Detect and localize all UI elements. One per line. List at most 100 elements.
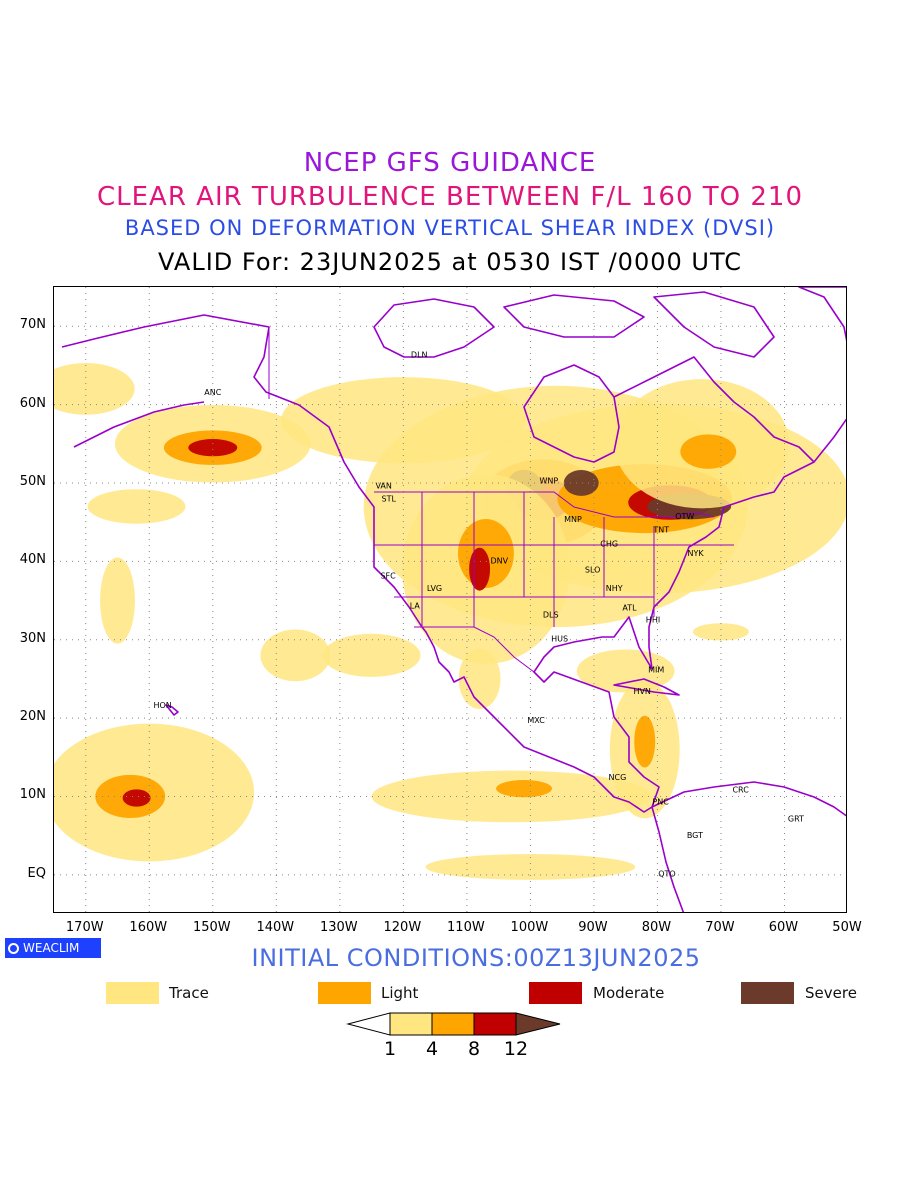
station-label-nyk: NYK	[687, 549, 704, 558]
legend-label-trace: Trace	[169, 984, 209, 1002]
station-label-dls: DLS	[543, 611, 559, 620]
greenland-coast	[798, 287, 846, 342]
north-america-coast	[61, 314, 846, 813]
lat-tick-label: 40N	[19, 552, 46, 568]
station-label-atl: ATL	[622, 604, 637, 613]
turbulence-trace-area	[87, 489, 186, 524]
graticule-grid	[54, 287, 846, 912]
turbulence-layer	[54, 363, 846, 880]
station-label-bgt: BGT	[687, 831, 703, 840]
chart-title-model: NCEP GFS GUIDANCE	[303, 148, 597, 178]
us-mexico-border	[414, 626, 535, 673]
station-label-chg: CHG	[600, 539, 618, 548]
colorbar-light	[431, 1012, 475, 1036]
legend-label-moderate: Moderate	[593, 984, 665, 1002]
station-label-crc: CRC	[732, 786, 749, 795]
turbulence-light-area	[496, 779, 552, 798]
turbulence-moderate-area	[188, 439, 238, 457]
chart-title-index: BASED ON DEFORMATION VERTICAL SHEAR INDE…	[124, 216, 776, 240]
lon-tick-label: 110W	[447, 920, 485, 935]
turbulence-trace-area	[100, 557, 135, 644]
station-label-mxc: MXC	[527, 716, 545, 725]
political-borders	[268, 327, 734, 673]
station-label-mim: MIM	[648, 666, 664, 675]
legend-swatch-moderate	[529, 982, 582, 1004]
colorbar	[346, 1012, 561, 1036]
lon-tick-label: 80W	[641, 920, 672, 935]
cuba-coast	[613, 678, 680, 696]
lat-tick-label: EQ	[27, 865, 46, 881]
lon-tick-label: 120W	[383, 920, 422, 935]
station-label-lvg: LVG	[427, 584, 442, 593]
station-label-anc: ANC	[204, 388, 221, 397]
station-label-dnv: DNV	[490, 557, 508, 566]
lat-tick-label: 20N	[19, 709, 46, 725]
legend-swatch-trace	[106, 982, 159, 1004]
turbulence-trace-area	[281, 377, 526, 464]
lat-tick-label: 60N	[19, 395, 46, 411]
turbulence-trace-area	[322, 633, 421, 677]
colorbar-tick-label: 4	[425, 1038, 439, 1060]
colorbar-tick-label: 1	[383, 1038, 397, 1060]
logo-icon	[8, 942, 19, 954]
map-canvas: DLN ANC VAN STL WNP OTW TNT MNP CHG NYK DNV SFC SLO L…	[54, 287, 846, 912]
station-label-mnp: MNP	[564, 515, 582, 524]
chart-title-valid-time: VALID For: 23JUN2025 at 0530 IST /0000 U…	[158, 248, 742, 276]
lon-tick-label: 60W	[768, 920, 799, 935]
station-label-slo: SLO	[585, 565, 601, 574]
turbulence-moderate-area	[122, 789, 151, 807]
station-label-hon: HON	[153, 701, 171, 710]
turbulence-trace-area	[54, 363, 135, 415]
station-label-stl: STL	[382, 495, 397, 504]
station-label-hus: HUS	[551, 634, 568, 643]
lat-tick-label: 50N	[19, 473, 46, 489]
station-label-qto: QTO	[658, 869, 675, 878]
lat-tick-label: 10N	[19, 787, 46, 803]
station-label-la: LA	[410, 601, 421, 610]
turbulence-trace-area	[260, 629, 331, 682]
turbulence-moderate-area	[469, 547, 491, 591]
station-label-otw: OTW	[675, 512, 694, 521]
turbulence-trace-area	[458, 648, 501, 710]
lat-tick-label: 70N	[19, 317, 46, 333]
station-label-grt: GRT	[788, 815, 804, 824]
coastline-layer	[61, 287, 846, 912]
station-label-nhy: NHY	[606, 584, 623, 593]
legend-swatch-light	[318, 982, 371, 1004]
initial-conditions-label: INITIAL CONDITIONS:00Z13JUN2025	[251, 944, 701, 972]
lat-tick-label: 30N	[19, 630, 46, 646]
colorbar-tick-label: 8	[467, 1038, 481, 1060]
lon-tick-label: 90W	[578, 920, 608, 935]
station-labels: DLN ANC VAN STL WNP OTW TNT MNP CHG NYK DNV SFC SLO L…	[153, 351, 804, 879]
weaclim-logo: WEACLIM	[5, 938, 101, 958]
colorbar-trace	[389, 1012, 433, 1036]
lon-tick-label: 160W	[129, 920, 168, 935]
turbulence-light-area	[680, 434, 737, 469]
lon-tick-label: 50W	[832, 920, 862, 935]
legend-label-light: Light	[381, 984, 419, 1002]
labrador-coast	[613, 356, 815, 463]
turbulence-light-area	[634, 715, 656, 768]
lon-tick-label: 170W	[65, 920, 104, 935]
colorbar-under	[346, 1012, 391, 1036]
station-label-tnt: TNT	[652, 525, 669, 534]
south-america-coast	[651, 781, 846, 912]
legend-label-severe: Severe	[805, 984, 857, 1002]
lon-tick-label: 100W	[510, 920, 549, 935]
station-label-dln: DLN	[411, 351, 428, 360]
legend-swatch-severe	[741, 982, 794, 1004]
chart-title-product: CLEAR AIR TURBULENCE BETWEEN F/L 160 TO …	[96, 182, 804, 212]
canada-us-border	[374, 491, 715, 518]
hawaii-coast	[165, 704, 179, 716]
colorbar-tick-label: 12	[503, 1038, 529, 1060]
turbulence-trace-area	[425, 854, 636, 880]
arctic-archipelago	[373, 291, 775, 358]
colorbar-moderate	[473, 1012, 517, 1036]
turbulence-trace-area	[693, 623, 749, 641]
station-label-hvn: HVN	[633, 687, 650, 696]
lon-tick-label: 70W	[705, 920, 735, 935]
turbulence-severe-area	[563, 470, 599, 496]
colorbar-severe	[515, 1012, 561, 1036]
logo-text: WEACLIM	[23, 941, 80, 955]
hudson-bay-coast	[523, 364, 620, 463]
